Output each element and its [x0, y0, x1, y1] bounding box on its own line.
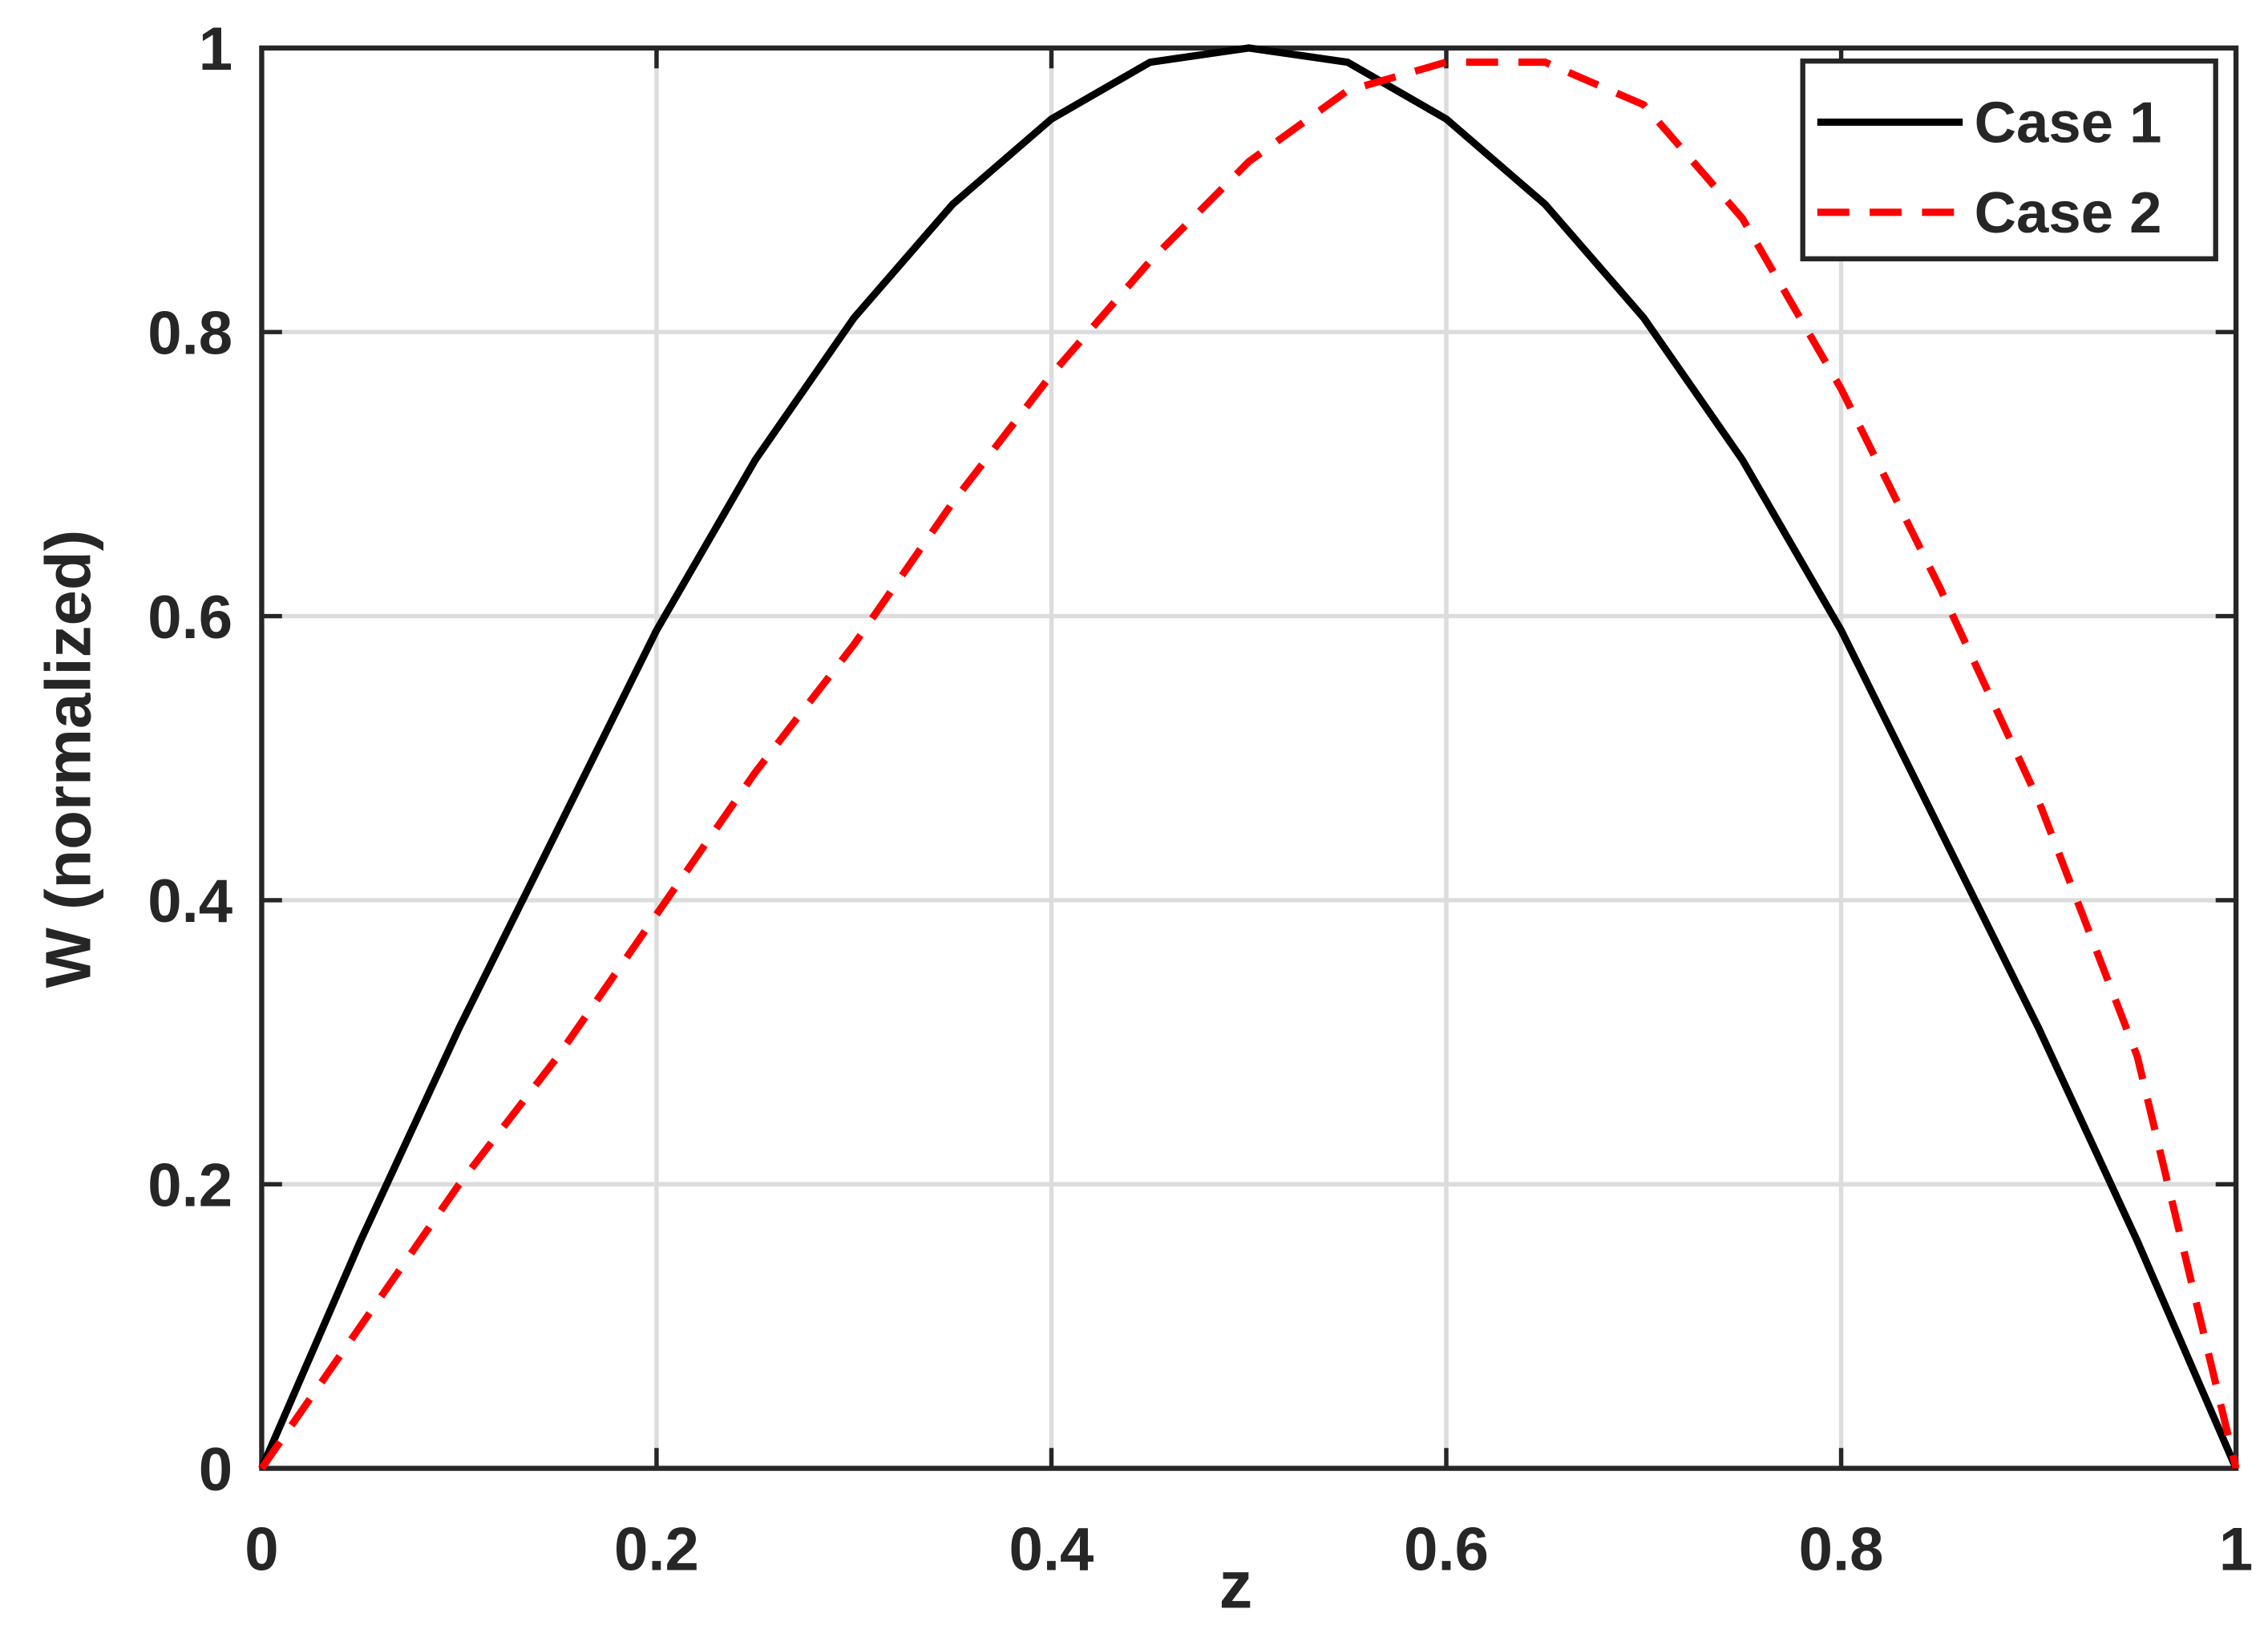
x-tick-label: 0.4	[1009, 1516, 1094, 1584]
x-tick-label: 0.8	[1799, 1516, 1884, 1584]
x-tick-label: 0.6	[1404, 1516, 1489, 1584]
y-axis-label: W (normalized)	[32, 530, 103, 988]
y-tick-label: 1	[199, 15, 232, 83]
legend-label: Case 2	[1975, 180, 2162, 245]
data-line	[258, 44, 2240, 1470]
y-tick-label: 0.8	[148, 299, 232, 367]
x-axis-label: z	[1219, 1547, 1253, 1623]
x-tick-label: 0	[245, 1516, 278, 1584]
x-tick-label: 0.2	[614, 1516, 699, 1584]
data-line	[258, 59, 2240, 1471]
y-tick-label: 0.4	[148, 867, 232, 936]
legend-label: Case 1	[1975, 91, 2162, 156]
y-tick-label: 0.6	[148, 584, 232, 652]
x-tick-label: 1	[2219, 1516, 2253, 1584]
y-tick-label: 0	[199, 1436, 232, 1504]
legend-box	[1800, 59, 2218, 261]
y-tick-label: 0.2	[148, 1151, 232, 1219]
